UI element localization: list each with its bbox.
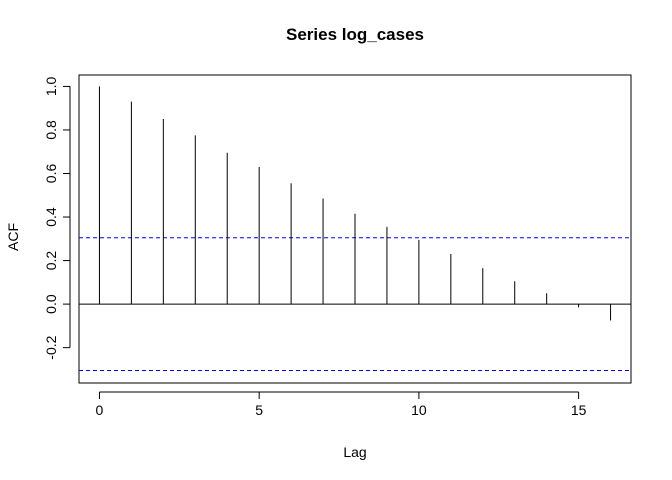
y-axis-label: ACF <box>5 223 21 251</box>
y-tick-label: 0.6 <box>43 164 59 184</box>
x-tick-label: 0 <box>96 402 104 418</box>
y-tick-label: 0.0 <box>43 294 59 314</box>
acf-spikes <box>98 86 612 321</box>
x-tick-label: 15 <box>571 402 587 418</box>
x-tick-label: 10 <box>411 402 427 418</box>
y-tick-label: -0.2 <box>43 335 59 359</box>
plot-frame <box>78 74 632 384</box>
x-axis: 0 5 10 15 <box>96 391 587 418</box>
x-tick-label: 5 <box>255 402 263 418</box>
y-tick-label: 0.2 <box>43 251 59 271</box>
y-tick-label: 0.8 <box>43 120 59 140</box>
y-tick-label: 1.0 <box>43 76 59 96</box>
y-axis: -0.2 0.0 0.2 0.4 0.6 0.8 1.0 <box>43 76 71 360</box>
y-tick-label: 0.4 <box>43 207 59 227</box>
chart-title: Series log_cases <box>286 25 424 44</box>
x-axis-label: Lag <box>343 444 366 460</box>
